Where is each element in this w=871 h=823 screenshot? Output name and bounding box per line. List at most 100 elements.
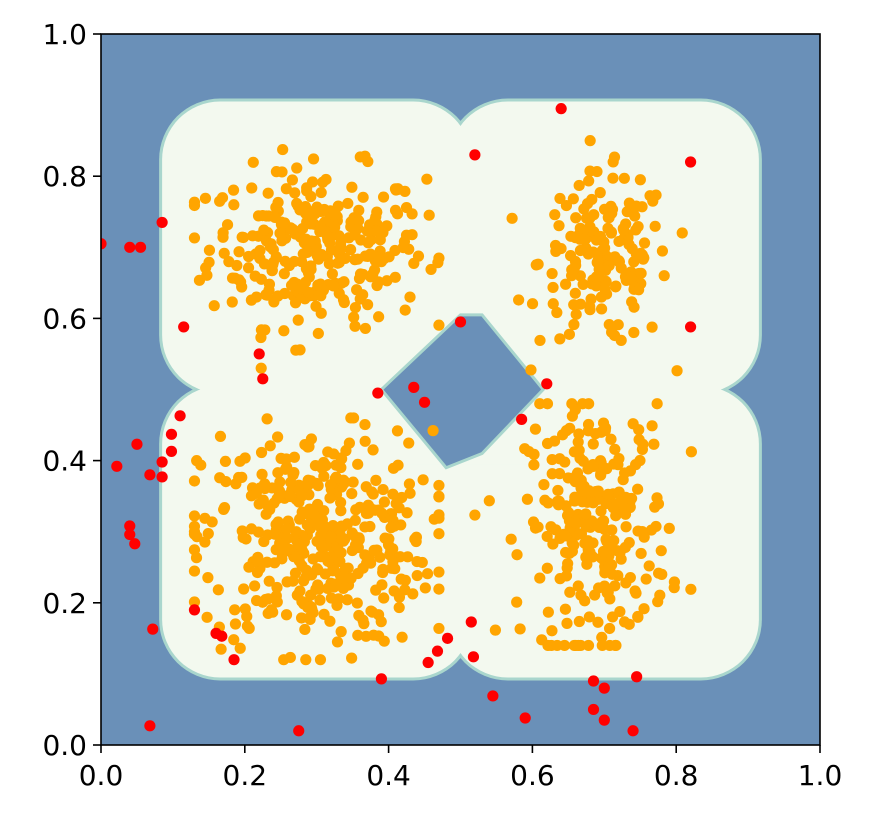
inlier-point (570, 308, 582, 320)
inlier-point (201, 269, 213, 281)
inlier-point (261, 289, 273, 301)
inlier-point (592, 485, 604, 497)
inlier-point (411, 569, 423, 582)
inlier-point (292, 314, 304, 326)
region-hole (379, 313, 546, 470)
inlier-point (549, 209, 561, 221)
inlier-point (302, 286, 314, 298)
outlier-point (156, 471, 168, 483)
inlier-point (433, 491, 445, 503)
inlier-point (353, 204, 365, 216)
inlier-point (376, 507, 388, 519)
inlier-point (296, 204, 308, 216)
inlier-point (290, 526, 302, 538)
inlier-point (377, 226, 389, 239)
inlier-point (331, 636, 344, 648)
inlier-point (383, 251, 395, 263)
inlier-point (203, 244, 216, 256)
inlier-point (547, 281, 559, 294)
outlier-point (216, 630, 228, 642)
inlier-point (433, 583, 445, 595)
inlier-point (361, 225, 373, 237)
inlier-point (367, 488, 379, 500)
inlier-point (559, 530, 571, 542)
inlier-point (349, 254, 361, 266)
inlier-point (272, 431, 284, 443)
inlier-point (592, 616, 604, 628)
outlier-point (165, 445, 178, 457)
inlier-point (433, 622, 445, 635)
inlier-point (365, 502, 377, 515)
inlier-point (612, 570, 624, 582)
inlier-point (587, 497, 599, 509)
inlier-point (572, 436, 584, 448)
inlier-point (551, 639, 563, 652)
inlier-point (570, 212, 582, 224)
outlier-point (422, 656, 434, 669)
inlier-point (276, 166, 288, 178)
inlier-point (433, 528, 445, 540)
inlier-point (290, 344, 302, 356)
inlier-point (599, 242, 611, 254)
inlier-point (249, 270, 261, 282)
inlier-point (606, 326, 618, 338)
inlier-point (337, 535, 349, 547)
inlier-point (345, 572, 357, 584)
inlier-point (381, 275, 393, 287)
inlier-point (387, 556, 399, 568)
inlier-point (278, 268, 290, 280)
inlier-point (365, 234, 377, 246)
inlier-point (483, 495, 495, 507)
inlier-point (256, 468, 268, 480)
outlier-point (293, 725, 305, 737)
inlier-point (228, 199, 240, 211)
inlier-point (367, 444, 379, 456)
inlier-point (315, 529, 327, 541)
inlier-point (525, 364, 537, 376)
inlier-point (312, 327, 324, 340)
inlier-point (575, 589, 587, 601)
inlier-point (264, 241, 276, 253)
inlier-point (271, 581, 283, 594)
inlier-point (362, 155, 374, 168)
outlier-point (144, 469, 156, 481)
y-tick-label: 0.6 (42, 302, 87, 335)
inlier-point (286, 174, 299, 186)
inlier-point (301, 185, 313, 197)
inlier-point (599, 422, 612, 434)
inlier-point (650, 520, 662, 533)
inlier-point (393, 591, 406, 603)
inlier-point (620, 577, 632, 589)
inlier-point (241, 620, 254, 632)
inlier-point (372, 276, 385, 288)
inlier-point (346, 652, 358, 664)
inlier-point (252, 555, 264, 567)
inlier-point (250, 487, 262, 499)
inlier-point (378, 592, 390, 604)
inlier-point (574, 222, 586, 234)
inlier-point (312, 279, 324, 291)
inlier-point (663, 522, 675, 534)
inlier-point (226, 296, 238, 308)
inlier-point (404, 291, 416, 303)
inlier-point (433, 566, 445, 578)
inlier-point (212, 584, 224, 596)
inlier-point (352, 629, 364, 641)
inlier-point (214, 430, 227, 443)
inlier-point (346, 487, 358, 500)
inlier-point (528, 459, 540, 471)
y-tick-label: 0.8 (42, 160, 87, 193)
inlier-point (291, 162, 303, 174)
inlier-point (640, 573, 652, 585)
inlier-point (582, 639, 595, 652)
outlier-point (147, 623, 159, 635)
inlier-point (534, 334, 546, 347)
inlier-point (352, 458, 364, 470)
inlier-point (563, 507, 575, 519)
axes: 0.0 0.2 0.4 0.6 0.8 1.0 0.0 0.2 0.4 0.6 0.8 1.0 (42, 18, 842, 792)
inlier-point (218, 247, 230, 259)
inlier-point (649, 220, 661, 232)
inlier-point (583, 175, 595, 187)
inlier-point (648, 438, 660, 450)
inlier-point (266, 482, 278, 494)
